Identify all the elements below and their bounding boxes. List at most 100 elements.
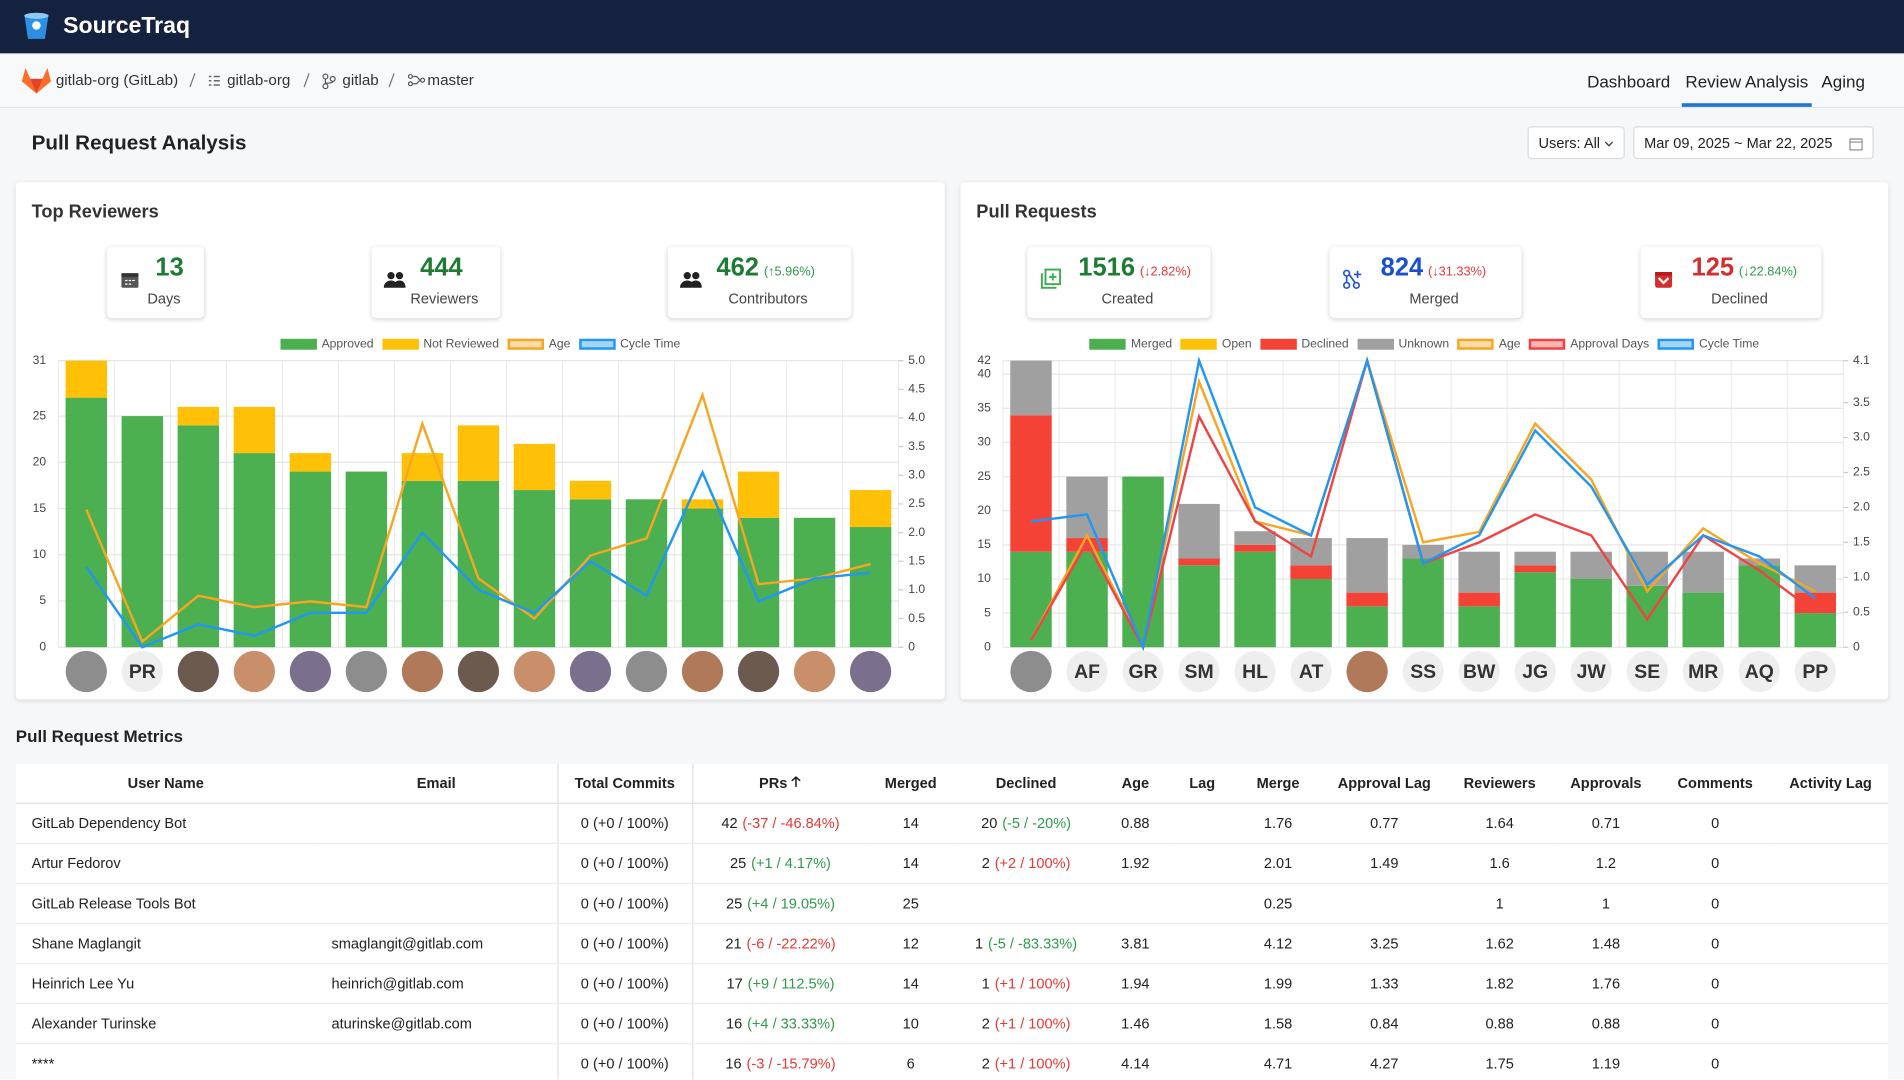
breadcrumb-item[interactable]: master [427,71,474,89]
bar-segment [681,499,724,509]
y-tick-label: 35 [977,401,991,415]
breadcrumb-item[interactable]: gitlab [342,71,379,89]
table-cell: 0.84 [1323,1003,1446,1045]
cell-text: 2 [981,1015,990,1033]
legend-label: Unknown [1398,337,1450,351]
column-header[interactable]: Email [315,763,558,804]
column-header[interactable]: Comments [1657,763,1773,804]
bar-segment [1626,585,1668,648]
x-tick-label: PP [1802,661,1828,683]
x-tick-label: JW [1577,661,1607,683]
nav-tab[interactable]: Aging [1821,71,1865,92]
column-header[interactable]: Activity Lag [1772,763,1889,804]
cell-text: 1.92 [1121,854,1150,872]
legend-item[interactable]: Approval Days [1528,338,1649,351]
legend-item[interactable]: Age [507,338,570,351]
column-header[interactable]: Merged [868,763,954,804]
legend-item[interactable]: Cycle Time [578,338,680,351]
legend-item[interactable]: Merged [1089,338,1172,351]
table-cell: 4.27 [1323,1043,1446,1080]
legend-item[interactable]: Approved [280,338,374,351]
column-header[interactable]: Declined [953,763,1099,804]
column-header[interactable]: User Name [15,763,316,804]
cell-text: 10 [902,1015,919,1033]
cell-text: 1.33 [1370,975,1399,993]
legend-swatch [1457,338,1495,350]
column-header[interactable]: Total Commits [557,763,693,804]
y-tick-label: 20 [977,503,991,517]
users-filter[interactable]: Users: All [1527,126,1625,160]
stat-value-row: 13 [155,254,183,283]
legend: Approved Not Reviewed Age Cycle Time [16,338,945,351]
table-cell: GitLab Dependency Bot [15,803,316,844]
avatar [65,650,107,693]
legend-item[interactable]: Not Reviewed [382,338,499,351]
table-cell [1171,1003,1233,1045]
legend-item[interactable]: Age [1457,338,1520,351]
legend-item[interactable]: Unknown [1357,338,1449,351]
cell-text: **** [31,1055,55,1073]
y2-tick-label: 1.5 [908,553,925,567]
table-cell: 10 [868,1003,954,1045]
legend-item[interactable]: Cycle Time [1657,337,1760,351]
table-row: Heinrich Lee Yu heinrich@gitlab.com 0 (+0 … [15,963,1889,1005]
icon-shape [680,280,702,288]
cell-text: Heinrich Lee Yu [31,975,135,993]
table-cell: 0 (+0 / 100%) [557,883,693,925]
x-tick-label: PR [129,661,156,683]
table-cell: 1.76 [1232,803,1324,844]
avatar-initials-bg [1738,650,1780,693]
cell-text: 14 [902,854,919,872]
stat-value-row: 1516 (↓2.82%) [1078,254,1191,283]
legend-item[interactable]: Declined [1260,338,1349,351]
column-header[interactable]: PRs [692,763,869,804]
icon-shape [692,272,700,280]
breadcrumb-item[interactable]: gitlab-org (GitLab) [55,71,179,89]
nav-tab[interactable]: Dashboard [1587,71,1671,92]
cell-text: 0 (+0 / 100%) [580,854,669,872]
cell-text: 3.81 [1121,935,1150,953]
table-cell: 0 [1657,1003,1773,1045]
date-range-picker[interactable]: Mar 09, 2025 ~ Mar 22, 2025 [1633,126,1874,160]
cell-text: 0 [1711,1015,1720,1033]
table-cell: Shane Maglangit [15,923,316,965]
table-cell: 17 (+9 / 112.5%) [692,963,869,1005]
legend-item[interactable]: Open [1180,338,1252,351]
table-row: GitLab Dependency Bot 0 (+0 / 100%) 42 (-37… [15,803,1889,844]
top-reviewers-panel: Top Reviewers 13 Days 444 Reviewers 462 (↑5.9… [15,182,945,700]
breadcrumb-item[interactable]: gitlab-org [227,71,291,89]
stat-value: 13 [155,253,184,282]
avatar [681,650,724,693]
table-cell: 0.88 [1445,1003,1555,1045]
cell-text: Alexander Turinske [31,1015,157,1033]
bar-segment [1570,578,1612,648]
table-cell [1772,1003,1889,1045]
cell-change: (+1 / 4.17%) [751,854,831,872]
column-header[interactable]: Merge [1232,763,1324,804]
table-cell: 3.25 [1323,923,1446,965]
cell-text: 0 [1711,854,1720,872]
cell-text: 20 [981,814,998,832]
column-header[interactable]: Approvals [1554,763,1658,804]
table-cell: 3.81 [1098,923,1172,965]
nav-tab[interactable]: Review Analysis [1681,72,1812,107]
column-header-text: Age [1121,774,1150,792]
avatar [737,650,780,693]
column-header[interactable]: Approval Lag [1323,763,1446,804]
column-header[interactable]: Age [1098,763,1172,804]
column-header[interactable]: Lag [1171,763,1233,804]
cell-text: 25 [725,894,743,912]
legend-label: Cycle Time [1699,337,1760,351]
table-cell: 0 [1657,843,1773,885]
column-header[interactable]: Reviewers [1445,763,1555,804]
legend-swatch [578,338,616,350]
bar-segment [1794,592,1837,614]
icon-shape [1345,270,1362,284]
y2-tick-label: 4.1 [1853,353,1870,367]
cell-text: GitLab Release Tools Bot [31,894,196,912]
cell-text: Artur Fedorov [31,854,121,872]
cell-text: 0.88 [1591,1015,1621,1033]
x-tick-label: BW [1463,661,1496,683]
